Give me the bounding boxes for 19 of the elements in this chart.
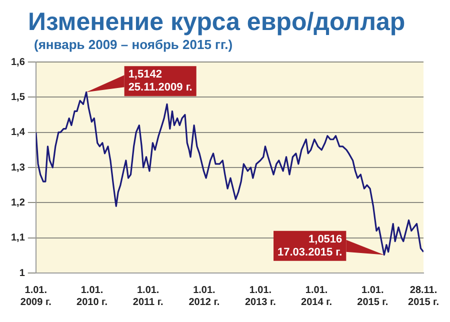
- chart-subtitle: (январь 2009 – ноябрь 2015 гг.): [33, 36, 234, 53]
- y-tick-label: 1,3: [10, 162, 26, 174]
- y-tick-label: 1,6: [10, 56, 26, 68]
- y-tick-label: 1: [19, 268, 26, 279]
- annotation: 1,0516 17.03.2015 г.: [278, 233, 342, 258]
- x-tick-label: 1.01. 2012 г.: [188, 284, 220, 308]
- x-tick-label: 28.11. 2015 г.: [408, 284, 440, 308]
- y-tick-label: 1,4: [10, 127, 26, 138]
- x-tick-label: 1.01. 2014 г.: [301, 284, 332, 308]
- y-tick-label: 1,2: [10, 197, 26, 208]
- x-tick-label: 1.01. 2015 г.: [357, 284, 388, 308]
- y-tick-label: 1,5: [10, 92, 26, 103]
- x-tick-label: 1.01. 2013 г.: [244, 284, 276, 308]
- chart-title: Изменение курса евро/доллар: [27, 8, 406, 36]
- annotation: 1,5142 25.11.2009 г.: [128, 68, 192, 94]
- x-tick-label: 1.01. 2009 г.: [20, 284, 52, 308]
- x-tick-label: 1.01. 2011 г.: [132, 284, 164, 308]
- y-tick-label: 1,1: [10, 232, 26, 244]
- x-tick-label: 1.01. 2010 г.: [76, 284, 108, 308]
